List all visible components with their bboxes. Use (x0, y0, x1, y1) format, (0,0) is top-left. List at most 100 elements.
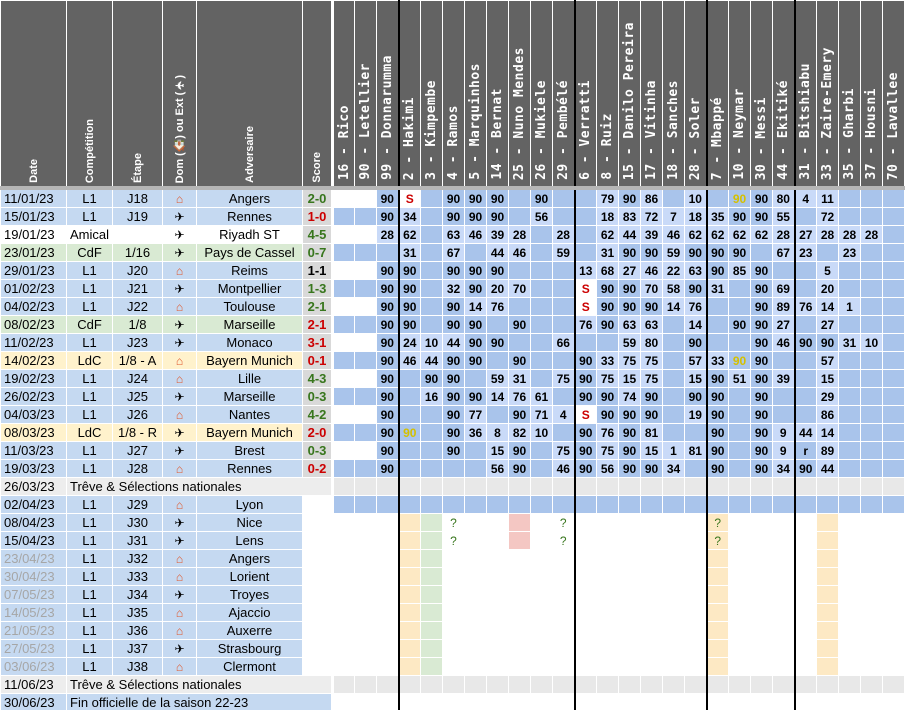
future-cell (397, 585, 421, 604)
player-name: 7 - Mbappé (710, 96, 726, 180)
player-header[interactable]: 2 - Hakimi (397, 0, 421, 190)
player-header[interactable]: 30 - Messi (750, 0, 773, 190)
minutes-cell (882, 351, 905, 370)
header-date: Date (0, 0, 67, 190)
match-opponent: Clermont (196, 657, 303, 676)
minutes-cell: 90 (750, 187, 773, 208)
break-cell (640, 477, 663, 496)
player-header[interactable]: 17 - Vitinha (640, 0, 663, 190)
player-header[interactable]: 33 - Zaire-Emery (816, 0, 839, 190)
break-cell (662, 477, 685, 496)
future-cell (508, 657, 531, 676)
minutes-cell: 75 (640, 351, 663, 370)
future-cell (838, 639, 861, 658)
future-cell (464, 531, 487, 550)
minutes-cell (397, 369, 421, 388)
future-cell (684, 603, 707, 622)
minutes-cell (662, 405, 685, 424)
player-header[interactable]: 44 - Ekitiké (772, 0, 795, 190)
break-cell (486, 675, 509, 694)
player-header[interactable]: 90 - Letellier (354, 0, 377, 190)
match-stage: J30 (112, 513, 163, 532)
match-stage: 1/16 (112, 243, 163, 262)
minutes-cell: 90 (573, 387, 597, 406)
minutes-cell (772, 387, 795, 406)
player-header[interactable]: 26 - Mukiele (530, 0, 553, 190)
player-header[interactable]: 14 - Bernat (486, 0, 509, 190)
player-header[interactable]: 70 - Lavallee (882, 0, 905, 190)
minutes-cell (442, 459, 465, 478)
minutes-cell (464, 243, 487, 262)
minutes-cell (772, 261, 795, 280)
break-cell (573, 477, 597, 496)
future-cell (662, 513, 685, 532)
minutes-cell: 72 (640, 207, 663, 226)
minutes-cell (420, 405, 443, 424)
minutes-cell: 31 (508, 369, 531, 388)
player-header[interactable]: 16 - Rico (331, 0, 355, 190)
player-name: 6 - Verratti (578, 80, 594, 180)
player-header[interactable]: 7 - Mbappé (705, 0, 729, 190)
minutes-cell (552, 187, 575, 208)
minutes-cell: 90 (376, 297, 399, 316)
minutes-cell: 28 (860, 225, 883, 244)
future-cell (596, 495, 619, 514)
player-header[interactable]: 18 - Sanches (662, 0, 685, 190)
player-header[interactable]: 31 - Bitshiabu (793, 0, 817, 190)
player-header[interactable]: 25 - Nuno Mendes (508, 0, 531, 190)
minutes-cell (331, 351, 355, 370)
minutes-cell (793, 315, 817, 334)
minutes-cell: 77 (464, 405, 487, 424)
future-cell (354, 639, 377, 658)
player-header[interactable]: 35 - Gharbi (838, 0, 861, 190)
minutes-cell: 90 (596, 405, 619, 424)
player-header[interactable]: 3 - Kimpembe (420, 0, 443, 190)
future-cell (486, 567, 509, 586)
minutes-cell: 39 (486, 225, 509, 244)
venue-cell: ⌂ (162, 459, 197, 478)
minutes-cell: 90 (464, 207, 487, 226)
player-header[interactable]: 28 - Soler (684, 0, 707, 190)
player-header[interactable]: 8 - Ruiz (596, 0, 619, 190)
player-header[interactable]: 99 - Donnarumma (376, 0, 399, 190)
end-cell (662, 693, 685, 710)
player-header[interactable]: 6 - Verratti (573, 0, 597, 190)
match-row: 26/02/23 L1 J25 ✈ Marseille 0-3 90 16 90 90 14 76 61… (0, 387, 905, 406)
player-header[interactable]: 5 - Marquinhos (464, 0, 487, 190)
minutes-cell: 90 (705, 243, 729, 262)
match-stage: J21 (112, 279, 163, 298)
future-cell (508, 531, 531, 550)
minutes-cell (331, 207, 355, 226)
minutes-cell: 28 (376, 225, 399, 244)
match-opponent: Lyon (196, 495, 303, 514)
player-header[interactable]: 10 - Neymar (728, 0, 751, 190)
minutes-cell (772, 351, 795, 370)
minutes-cell: 76 (684, 297, 707, 316)
minutes-cell (331, 243, 355, 262)
player-header[interactable]: 15 - Danilo Pereira (618, 0, 641, 190)
minutes-cell: 75 (596, 441, 619, 460)
minutes-cell: 76 (793, 297, 817, 316)
minutes-cell: 85 (728, 261, 751, 280)
minutes-cell (552, 207, 575, 226)
minutes-cell (331, 459, 355, 478)
player-name: 30 - Messi (754, 96, 769, 180)
match-stage: J38 (112, 657, 163, 676)
future-cell (354, 621, 377, 640)
player-header[interactable]: 4 - Ramos (442, 0, 465, 190)
future-cell (882, 603, 905, 622)
future-cell (331, 621, 355, 640)
match-stage: J22 (112, 297, 163, 316)
future-cell (882, 513, 905, 532)
future-cell (793, 531, 817, 550)
match-date: 26/02/23 (0, 387, 67, 406)
player-header[interactable]: 29 - Pembélé (552, 0, 575, 190)
future-cell (662, 549, 685, 568)
future-cell (838, 531, 861, 550)
minutes-cell: 44 (486, 243, 509, 262)
match-date: 08/02/23 (0, 315, 67, 334)
future-cell (573, 657, 597, 676)
future-cell (573, 621, 597, 640)
player-header[interactable]: 37 - Housni (860, 0, 883, 190)
minutes-cell: 90 (618, 459, 641, 478)
